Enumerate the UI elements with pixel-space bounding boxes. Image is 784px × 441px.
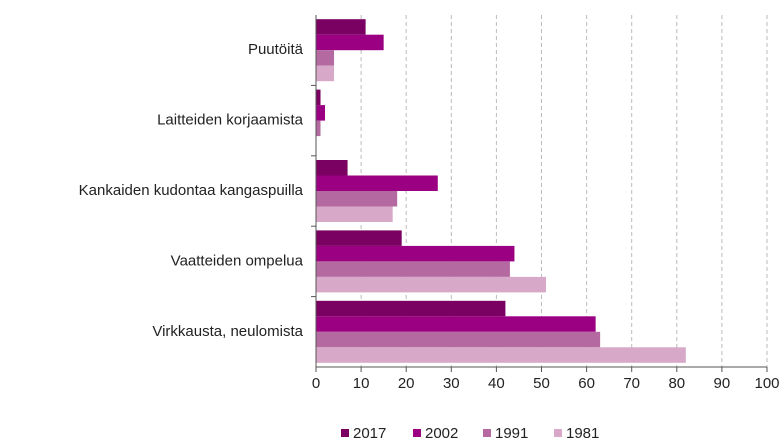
bar: [316, 191, 398, 207]
x-tick-label: 100: [754, 375, 779, 392]
x-tick-label: 0: [312, 375, 320, 392]
x-tick-label: 90: [714, 375, 731, 392]
legend-label: 2002: [425, 425, 458, 441]
x-tick-label: 30: [443, 375, 460, 392]
bar: [316, 300, 506, 317]
bar: [316, 160, 348, 176]
legend-label: 1991: [495, 425, 528, 441]
category-label: Kankaiden kudontaa kangaspuilla: [79, 182, 304, 199]
bar: [316, 105, 326, 121]
category-label: Vaatteiden ompelua: [171, 252, 304, 269]
legend-swatch: [483, 429, 491, 437]
legend-swatch: [341, 429, 349, 437]
bar: [316, 245, 515, 262]
x-tick-label: 60: [578, 375, 595, 392]
bar: [316, 34, 384, 51]
category-label: Virkkausta, neulomista: [152, 323, 303, 340]
legend-swatch: [554, 429, 562, 437]
category-label: Puutöitä: [248, 41, 304, 58]
bar: [316, 120, 321, 137]
bar: [316, 175, 438, 191]
legend-swatch: [413, 429, 421, 437]
bar: [316, 316, 596, 332]
x-tick-label: 80: [668, 375, 685, 392]
bar: [316, 50, 335, 66]
x-tick-label: 20: [398, 375, 415, 392]
x-tick-label: 50: [533, 375, 550, 392]
legend-label: 1981: [566, 425, 599, 441]
bar: [316, 261, 510, 277]
bar: [316, 230, 402, 246]
x-tick-label: 70: [623, 375, 640, 392]
bar: [316, 331, 601, 348]
bar: [316, 206, 393, 222]
x-tick-label: 40: [488, 375, 505, 392]
bar: [316, 276, 547, 293]
bar: [316, 89, 321, 106]
bar: [316, 65, 335, 82]
x-tick-label: 10: [353, 375, 370, 392]
bar: [316, 347, 686, 363]
category-label: Laitteiden korjaamista: [157, 112, 304, 129]
legend-label: 2017: [353, 425, 386, 441]
bar: [316, 19, 366, 35]
